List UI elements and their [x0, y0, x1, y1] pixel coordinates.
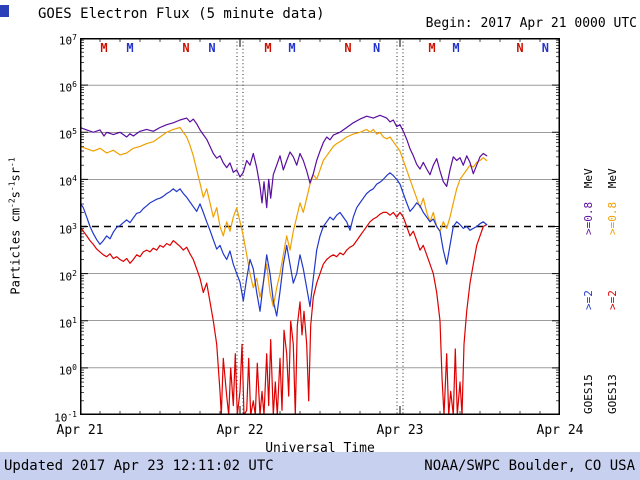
x-tick-label: Apr 23: [376, 423, 424, 438]
x-tick-label: Apr 21: [56, 423, 104, 438]
legend-goes13-e08-label: >=0.8: [606, 202, 619, 235]
eclipse-marker-M: M: [264, 41, 271, 55]
y-tick-label: 100: [58, 362, 77, 378]
eclipse-marker-M: M: [452, 41, 459, 55]
eclipse-marker-M: M: [288, 41, 295, 55]
y-tick-label: 101: [58, 315, 77, 331]
legend-goes15-energy-2: >=2: [582, 290, 595, 310]
eclipse-marker-N: N: [344, 41, 351, 55]
eclipse-marker-N: N: [182, 41, 189, 55]
series-goes13-e08: [80, 126, 488, 308]
eclipse-marker-N: N: [208, 41, 215, 55]
legend-goes15-e2-label: >=2: [582, 290, 595, 310]
plot-border: [80, 38, 560, 415]
legend-goes15-label: GOES15: [582, 374, 595, 414]
eclipse-marker-M: M: [428, 41, 435, 55]
legend-goes13-sat: GOES13: [606, 374, 619, 414]
legend-goes15-mev-label: MeV: [582, 168, 595, 188]
legend: >=0.8 MeV >=2 GOES15 >=0.8 MeV >=2 GOES1…: [582, 168, 619, 414]
x-tick-label: Apr 22: [216, 423, 264, 438]
y-tick-label: 106: [58, 80, 77, 95]
legend-goes13-energy-2: >=2: [606, 290, 619, 310]
eclipse-marker-N: N: [373, 41, 380, 55]
eclipse-marker-M: M: [100, 41, 107, 55]
chart-title: GOES Electron Flux (5 minute data): [38, 6, 325, 22]
legend-goes13-energy-08: >=0.8 MeV: [606, 168, 619, 235]
begin-time-label: Begin: 2017 Apr 21 0000 UTC: [425, 16, 637, 31]
eclipse-marker-M: M: [126, 41, 133, 55]
series-goes15-e2: [80, 172, 488, 317]
eclipse-marker-N: N: [542, 41, 549, 55]
y-tick-label: 103: [58, 221, 77, 237]
y-tick-label: 104: [58, 174, 77, 190]
y-tick-label: 107: [58, 33, 77, 48]
legend-goes15-sat: GOES15: [582, 374, 595, 414]
legend-goes15-energy-08: >=0.8 MeV: [582, 168, 595, 235]
legend-goes15-e08-label: >=0.8: [582, 202, 595, 235]
eclipse-marker-N: N: [516, 41, 523, 55]
y-tick-label: 102: [58, 268, 77, 284]
series-goes13-e2: [80, 211, 488, 415]
legend-goes13-e2-label: >=2: [606, 290, 619, 310]
y-tick-label: 105: [58, 127, 77, 142]
legend-goes13-mev-label: MeV: [606, 168, 619, 188]
page-corner-icon: [0, 5, 9, 17]
series-goes15-e08: [80, 114, 488, 209]
credit-label: NOAA/SWPC Boulder, CO USA: [424, 458, 635, 474]
x-tick-label: Apr 24: [536, 423, 584, 438]
y-tick-label: 10-1: [54, 410, 77, 425]
legend-goes13-label: GOES13: [606, 374, 619, 414]
updated-timestamp: Updated 2017 Apr 23 12:11:02 UTC: [4, 458, 274, 474]
footer-bar: Updated 2017 Apr 23 12:11:02 UTC NOAA/SW…: [0, 452, 640, 480]
